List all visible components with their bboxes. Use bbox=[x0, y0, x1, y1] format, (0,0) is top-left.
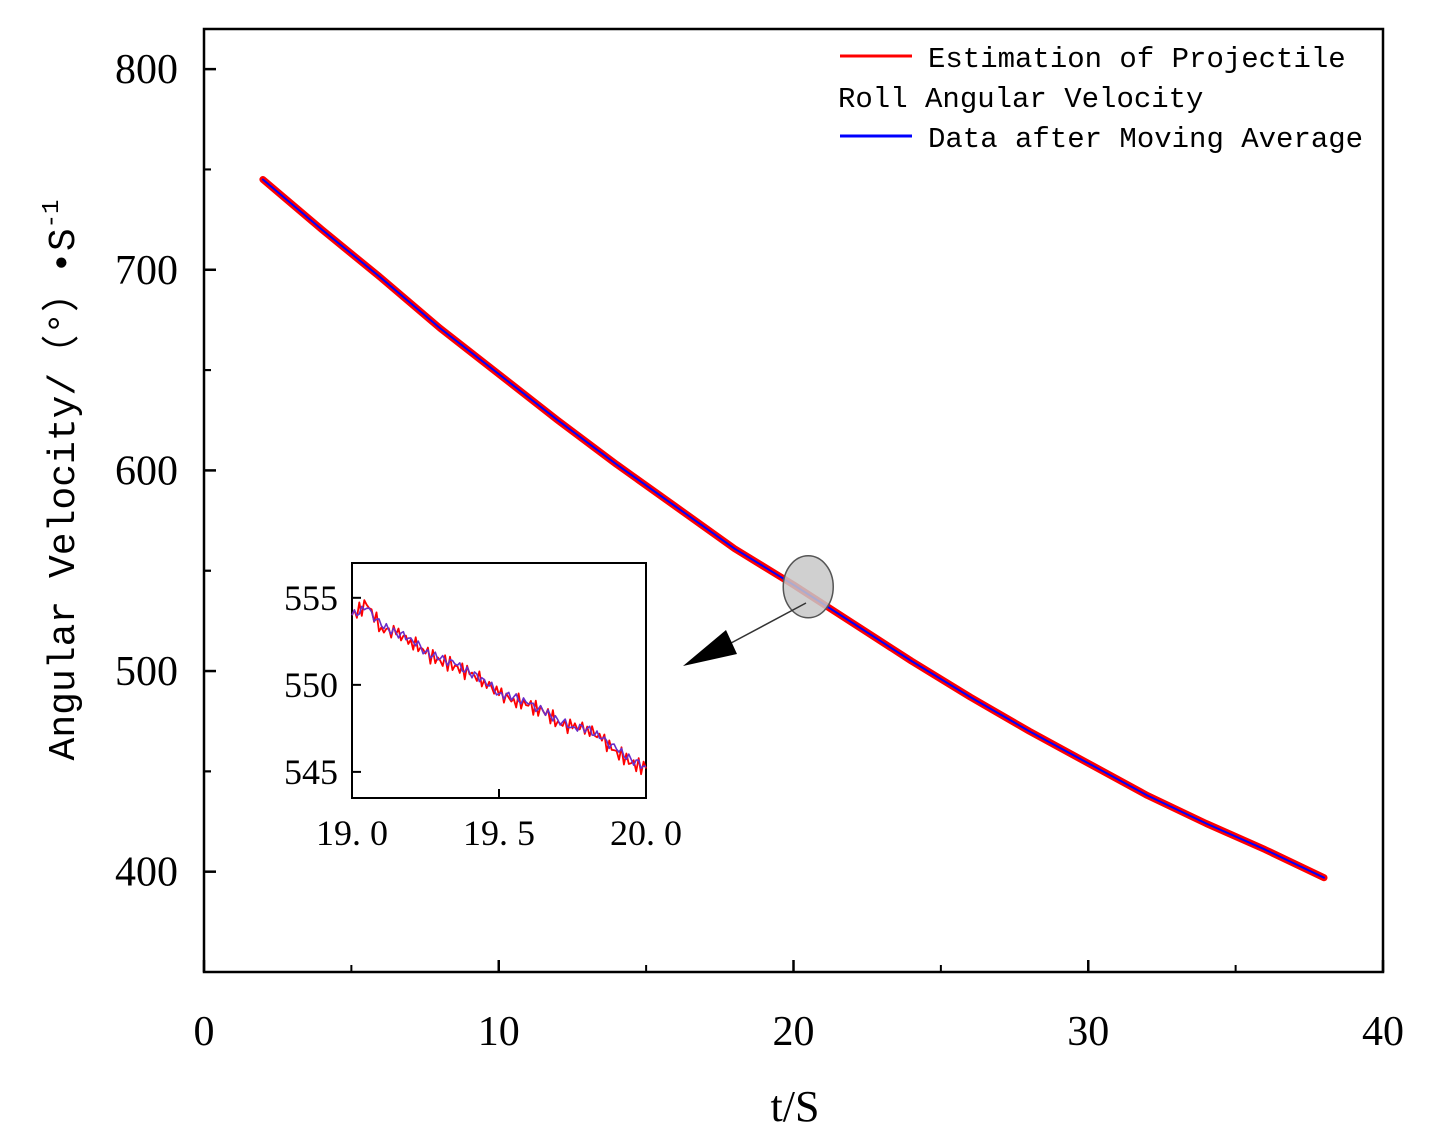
y-tick-label: 400 bbox=[115, 850, 178, 896]
y-tick-label: 600 bbox=[115, 448, 178, 494]
inset-x-tick-label: 19. 0 bbox=[316, 813, 388, 853]
zoom-highlight-ellipse bbox=[782, 555, 834, 619]
y-axis-label: Angular Velocity/（°）•S bbox=[41, 228, 86, 760]
zoom-arrow-head bbox=[683, 630, 737, 666]
inset-frame bbox=[351, 562, 647, 799]
inset-y-tick-label: 555 bbox=[284, 578, 338, 618]
inset-x-ticks: 19. 0 19. 5 20. 0 bbox=[316, 789, 682, 853]
svg-text:Angular Velocity/（°）•S-1: Angular Velocity/（°）•S-1 bbox=[39, 200, 86, 761]
x-tick-label: 20 bbox=[773, 1009, 815, 1055]
x-tick-label: 10 bbox=[478, 1009, 520, 1055]
inset-y-tick-label: 545 bbox=[284, 752, 338, 792]
x-ticks: 0 10 20 30 40 bbox=[194, 960, 1404, 1055]
series-inset bbox=[351, 599, 647, 776]
y-axis-label-group: Angular Velocity/（°）•S-1 bbox=[39, 200, 86, 761]
x-tick-label: 40 bbox=[1362, 1009, 1404, 1055]
y-ticks: 400 500 600 700 800 bbox=[115, 47, 216, 896]
inset-x-tick-label: 19. 5 bbox=[463, 813, 535, 853]
legend-label-estimation: Estimation of Projectile bbox=[928, 43, 1346, 76]
y-tick-label: 500 bbox=[115, 649, 178, 695]
zoom-arrow-line bbox=[717, 602, 807, 651]
legend: Estimation of Projectile Roll Angular Ve… bbox=[838, 43, 1363, 156]
y-axis-label-superscript: -1 bbox=[39, 200, 66, 229]
inset-y-ticks: 545 550 555 bbox=[284, 578, 361, 792]
y-tick-label: 700 bbox=[115, 248, 178, 294]
legend-label-estimation-cont: Roll Angular Velocity bbox=[838, 83, 1203, 116]
x-tick-label: 0 bbox=[194, 1009, 215, 1055]
legend-label-moving-average: Data after Moving Average bbox=[928, 123, 1363, 156]
x-tick-label: 30 bbox=[1067, 1009, 1109, 1055]
y-tick-label: 800 bbox=[115, 47, 178, 93]
x-axis-label: t/S bbox=[771, 1082, 820, 1131]
inset-x-tick-label: 20. 0 bbox=[610, 813, 682, 853]
inset-series-line bbox=[351, 599, 647, 776]
inset-y-tick-label: 550 bbox=[284, 665, 338, 705]
inset-series-line bbox=[351, 605, 647, 770]
